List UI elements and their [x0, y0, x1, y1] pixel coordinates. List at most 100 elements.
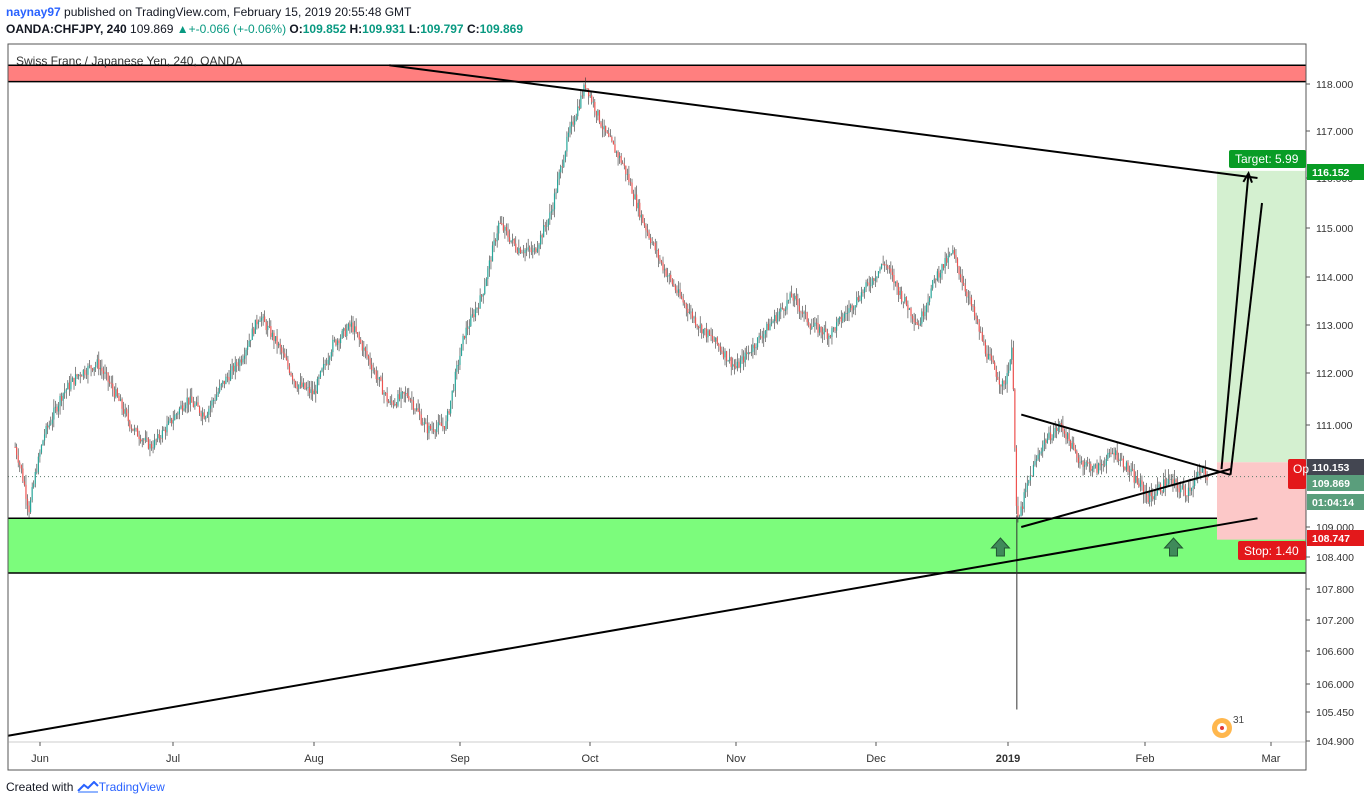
candle-body — [958, 266, 960, 275]
candle-body — [239, 359, 241, 366]
candle-body — [383, 392, 385, 395]
candle-body — [85, 374, 88, 376]
candle-body — [64, 391, 66, 394]
candle-body — [862, 292, 864, 294]
candle-body — [271, 332, 274, 337]
candle-body — [163, 429, 165, 431]
candle-body — [1065, 433, 1067, 440]
candle-body — [995, 369, 997, 377]
candle-body — [867, 282, 869, 284]
candle-body — [402, 392, 404, 393]
price-tick-label: 108.400 — [1316, 552, 1354, 564]
candle-body — [591, 95, 593, 103]
candle-body — [994, 362, 996, 370]
candle-body — [701, 324, 703, 334]
candle-body — [1142, 484, 1145, 495]
candle-body — [612, 141, 615, 145]
candle-body — [481, 295, 483, 297]
candle-body — [316, 378, 318, 394]
candle-body — [645, 225, 647, 231]
candle-body — [1107, 452, 1109, 459]
candle-body — [730, 357, 732, 367]
candle-body — [290, 372, 292, 376]
candle-body — [78, 374, 80, 377]
candle-body — [665, 269, 667, 277]
trendline-3 — [1020, 468, 1231, 528]
candle-body — [572, 121, 574, 125]
candle-body — [228, 377, 230, 381]
candle-body — [1152, 496, 1154, 500]
stop-label-bg — [1238, 541, 1306, 560]
candle-body — [1099, 463, 1101, 466]
candle-body — [527, 247, 529, 250]
candle-body — [343, 328, 345, 331]
candle-body — [518, 248, 520, 254]
candle-body — [504, 227, 506, 231]
candle-body — [281, 347, 283, 353]
candle-body — [209, 405, 212, 409]
candle-body — [353, 326, 356, 332]
candle-body — [1101, 464, 1103, 466]
candle-body — [707, 330, 709, 338]
candle-body — [175, 414, 177, 416]
candle-body — [684, 302, 686, 304]
tradingview-link[interactable]: TradingView — [98, 780, 165, 794]
candle-body — [68, 382, 70, 390]
candle-body — [772, 321, 774, 323]
logo-number: 31 — [1233, 715, 1245, 726]
candle-body — [774, 315, 776, 322]
candle-body — [181, 405, 184, 411]
candle-body — [178, 408, 181, 414]
candle-body — [318, 376, 320, 379]
candle-body — [1087, 462, 1089, 463]
candle-body — [276, 336, 278, 346]
candle-body — [663, 269, 666, 271]
candle-body — [991, 355, 993, 360]
candle-body — [502, 224, 504, 231]
candle-body — [445, 421, 447, 430]
candle-body — [1031, 475, 1033, 477]
candle-body — [71, 377, 74, 382]
candle-body — [535, 248, 537, 252]
candle-body — [896, 281, 898, 287]
candle-body — [512, 238, 514, 241]
candle-body — [842, 318, 844, 322]
symbol-label[interactable]: OANDA:CHFJPY, 240 — [6, 22, 127, 36]
candle-body — [797, 298, 799, 306]
candle-body — [901, 290, 903, 302]
candle-body — [1155, 493, 1157, 497]
candle-body — [124, 409, 126, 414]
candle-body — [961, 277, 963, 283]
candle-body — [1139, 480, 1142, 487]
price-tick-label: 114.000 — [1316, 272, 1353, 284]
candle-body — [471, 314, 473, 316]
candle-body — [305, 387, 308, 389]
candle-body — [916, 322, 918, 326]
candle-body — [202, 412, 204, 417]
candle-body — [42, 440, 44, 446]
target-label-bg — [1229, 150, 1306, 168]
time-tick-label: Dec — [866, 753, 886, 765]
candle-body — [160, 438, 162, 439]
candle-body — [966, 291, 968, 297]
candle-body — [260, 318, 263, 321]
candle-body — [791, 293, 793, 298]
candle-body — [620, 155, 622, 163]
candle-body — [1181, 485, 1183, 489]
candle-body — [944, 258, 946, 268]
candle-body — [101, 367, 103, 371]
candle-body — [136, 428, 139, 437]
candle-body — [905, 297, 907, 305]
candle-body — [439, 422, 441, 424]
candle-body — [601, 126, 604, 130]
candle-body — [547, 219, 549, 227]
candle-body — [1056, 427, 1058, 431]
author-link[interactable]: naynay97 — [6, 5, 61, 19]
candle-body — [211, 400, 213, 406]
candle-body — [411, 399, 413, 401]
candle-body — [1119, 458, 1121, 461]
candle-body — [806, 312, 808, 323]
tradingview-logo-icon[interactable] — [77, 780, 99, 796]
candle-body — [1001, 380, 1004, 387]
